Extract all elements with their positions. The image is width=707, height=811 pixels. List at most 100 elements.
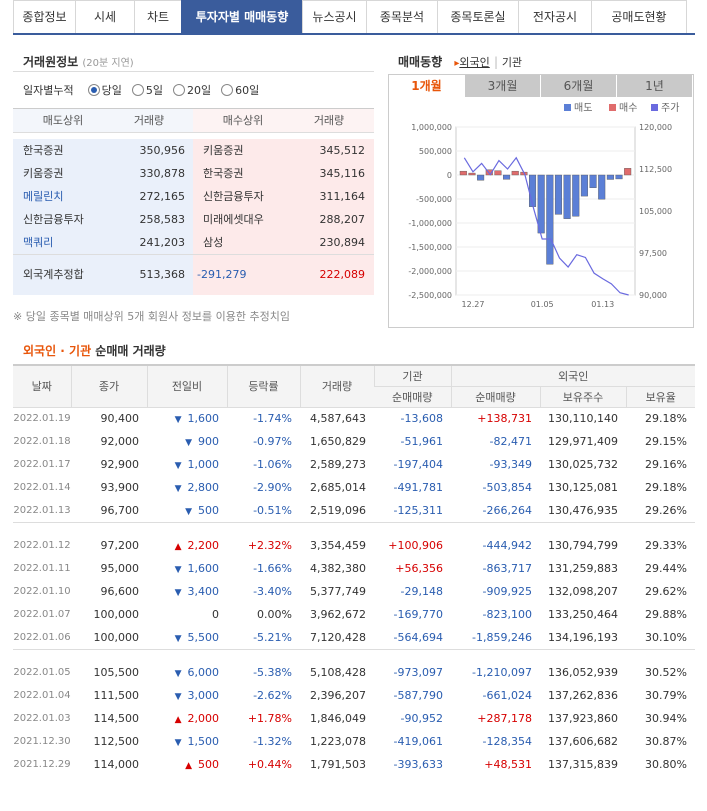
- table-row: 2022.01.11 95,000 ▼ 1,600 -1.66% 4,382,380 +56…: [13, 557, 695, 580]
- cell-change-value: 6,000: [187, 666, 220, 679]
- tab-8[interactable]: 공매도현황: [591, 0, 687, 33]
- foreign-total-label: 외국계추정합: [23, 268, 84, 281]
- cell-foreign-net: -82,471: [489, 435, 532, 448]
- period-tab-3[interactable]: 1년: [617, 75, 693, 97]
- buy-broker-name: 키움증권: [203, 144, 244, 157]
- cell-close: 93,900: [100, 481, 140, 494]
- cell-date: 2022.01.03: [13, 713, 71, 724]
- cell-close: 92,000: [100, 435, 140, 448]
- buy-broker-volume: 311,164: [319, 190, 366, 203]
- period-radio-1[interactable]: 5일: [131, 82, 163, 98]
- cell-volume: 4,382,380: [310, 562, 366, 575]
- sell-broker-name: 키움증권: [23, 167, 64, 180]
- radio-dot[interactable]: [172, 84, 185, 96]
- period-radio-0[interactable]: 당일: [87, 82, 122, 98]
- tab-0[interactable]: 종합정보: [13, 0, 76, 33]
- sell-bar: [615, 174, 623, 180]
- link-foreign[interactable]: 외국인: [459, 56, 490, 69]
- cell-inst-net: -973,097: [393, 666, 443, 679]
- link-institution[interactable]: 기관: [501, 56, 523, 69]
- table-row: 2022.01.06 100,000 ▼ 5,500 -5.21% 7,120,428 -5…: [13, 626, 695, 649]
- cell-inst-net: -51,961: [400, 435, 443, 448]
- cell-volume: 2,519,096: [310, 503, 366, 517]
- cell-ratio: 30.52%: [645, 666, 687, 679]
- period-label: 일자별누적: [23, 84, 74, 97]
- plot-area: [455, 126, 636, 296]
- right-tick-label: 120,000: [639, 123, 672, 132]
- cell-change-value: 2,200: [187, 539, 220, 552]
- sell-bar: [598, 174, 606, 200]
- period-tab-1[interactable]: 3개월: [465, 75, 541, 97]
- broker-row: 키움증권 330,878 한국증권 345,116: [13, 162, 374, 185]
- cell-foreign-net: -863,717: [482, 562, 532, 575]
- tab-7[interactable]: 전자공시: [518, 0, 592, 33]
- buy-broker-volume: 230,894: [319, 236, 366, 249]
- cell-holdings: 137,315,839: [548, 758, 618, 771]
- cell-change: ▼ 900: [147, 430, 227, 453]
- legend-swatch: [564, 104, 571, 111]
- cell-ratio: 29.33%: [645, 539, 687, 552]
- cell-inst-net: -197,404: [393, 458, 443, 471]
- x-tick-label: 01.05: [531, 300, 554, 309]
- cell-close: 100,000: [93, 608, 140, 621]
- cell-close: 114,500: [93, 712, 140, 725]
- sell-broker-name[interactable]: 맥쿼리: [23, 236, 54, 249]
- cell-change-value: 500: [198, 503, 219, 517]
- table-row: 2022.01.12 97,200 ▲ 2,200 +2.32% 3,354,459 +10…: [13, 534, 695, 557]
- radio-dot[interactable]: [221, 84, 234, 96]
- period-tab-2[interactable]: 6개월: [541, 75, 617, 97]
- cell-close: 96,600: [100, 585, 140, 598]
- cell-holdings: 134,196,193: [548, 630, 618, 644]
- radio-label: 5일: [145, 84, 163, 97]
- cell-change: 0: [147, 603, 227, 626]
- down-arrow-icon: ▼: [185, 438, 192, 448]
- tab-5[interactable]: 종목분석: [366, 0, 438, 33]
- col-foreign-net: 순매매량: [450, 386, 540, 408]
- cell-ratio: 29.88%: [645, 608, 687, 621]
- radio-dot[interactable]: [87, 84, 100, 96]
- cell-change: ▼ 3,000: [147, 684, 227, 707]
- period-tab-0[interactable]: 1개월: [389, 75, 465, 97]
- cell-holdings: 137,262,836: [548, 689, 618, 702]
- cell-holdings: 130,476,935: [548, 503, 618, 517]
- trend-period-tabs: 1개월 3개월 6개월 1년: [389, 75, 693, 97]
- tab-3[interactable]: 투자자별 매매동향: [181, 0, 303, 33]
- cell-foreign-net: -1,210,097: [472, 666, 532, 679]
- cell-change: ▼ 1,600: [147, 407, 227, 430]
- sell-broker-volume: 272,165: [139, 190, 186, 203]
- tab-6[interactable]: 종목토론실: [437, 0, 519, 33]
- cell-date: 2022.01.18: [13, 436, 71, 447]
- cell-foreign-net: -661,024: [482, 689, 532, 702]
- broker-row: 신한금융투자 258,583 미래에셋대우 288,207: [13, 208, 374, 231]
- left-tick-label: -2,500,000: [408, 291, 452, 300]
- tab-1[interactable]: 시세: [75, 0, 135, 33]
- x-tick-label: 12.27: [462, 300, 485, 309]
- cell-change: ▼ 500: [147, 499, 227, 522]
- sell-broker-volume: 350,956: [139, 144, 186, 157]
- broker-row: 메릴린치 272,165 신한금융투자 311,164: [13, 185, 374, 208]
- down-arrow-icon: ▼: [174, 565, 182, 575]
- cell-close: 100,000: [93, 630, 140, 644]
- down-arrow-icon: ▼: [174, 461, 182, 471]
- cell-ratio: 29.26%: [645, 503, 687, 517]
- cell-foreign-net: +48,531: [484, 758, 532, 771]
- cell-inst-net: -564,694: [393, 630, 443, 644]
- cell-foreign-net: -823,100: [482, 608, 532, 621]
- period-radio-3[interactable]: 60일: [221, 82, 259, 98]
- cell-date: 2022.01.10: [13, 586, 71, 597]
- down-arrow-icon: ▼: [174, 669, 182, 679]
- cell-change: ▼ 6,000: [147, 661, 227, 684]
- cell-inst-net: -419,061: [393, 735, 443, 748]
- tab-2[interactable]: 차트: [134, 0, 182, 33]
- period-radio-2[interactable]: 20일: [172, 82, 211, 98]
- cell-rate: -3.40%: [253, 585, 292, 598]
- cell-date: 2022.01.11: [13, 563, 71, 574]
- cell-volume: 1,223,078: [310, 735, 366, 748]
- sell-broker-volume: 258,583: [139, 213, 186, 226]
- down-arrow-icon: ▼: [174, 738, 182, 748]
- radio-dot[interactable]: [131, 84, 144, 96]
- cell-close: 95,000: [100, 562, 140, 575]
- tab-4[interactable]: 뉴스공시: [302, 0, 367, 33]
- cell-volume: 1,791,503: [310, 758, 366, 771]
- sell-broker-name[interactable]: 메릴린치: [23, 190, 64, 203]
